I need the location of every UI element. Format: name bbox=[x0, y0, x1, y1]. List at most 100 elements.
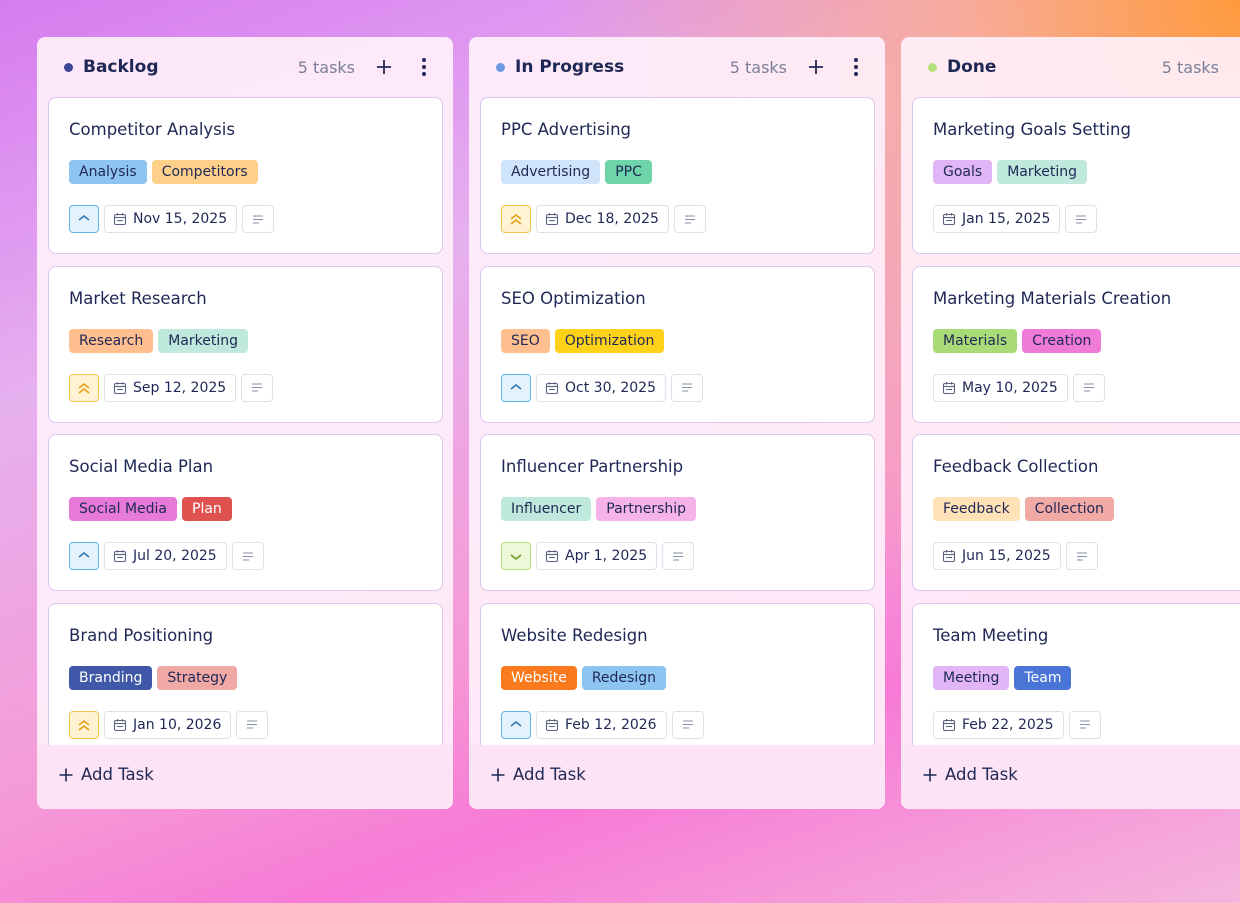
card-title: Marketing Materials Creation bbox=[933, 288, 1172, 308]
calendar-icon bbox=[113, 381, 127, 394]
priority-chevron bbox=[510, 554, 522, 561]
due-date: Nov 15, 2025 bbox=[104, 205, 238, 233]
tag: PPC bbox=[605, 160, 652, 184]
notes-icon bbox=[682, 383, 692, 392]
notes-button[interactable] bbox=[1072, 373, 1105, 402]
notes-button[interactable] bbox=[236, 710, 269, 739]
notes-button[interactable] bbox=[671, 373, 703, 402]
tag: Social Media bbox=[69, 497, 178, 521]
column-title: Done bbox=[947, 57, 997, 77]
date-text: Feb 12, 2026 bbox=[565, 716, 657, 733]
tag: Optimization bbox=[554, 328, 665, 353]
date-text: Jan 10, 2026 bbox=[133, 716, 222, 733]
task-count: 5 tasks bbox=[729, 58, 787, 77]
priority-chevron bbox=[510, 383, 522, 390]
plus-icon bbox=[59, 768, 73, 781]
tag: Research bbox=[69, 328, 154, 353]
task-card[interactable]: Marketing Goals Setting Goals Marketing Jan… bbox=[912, 97, 1240, 254]
tag: Feedback bbox=[933, 497, 1020, 521]
status-dot bbox=[928, 63, 937, 72]
tag: Team bbox=[1014, 665, 1072, 690]
notes-button[interactable] bbox=[671, 710, 704, 739]
notes-icon bbox=[684, 215, 695, 223]
tag: Advertising bbox=[501, 160, 601, 184]
add-button[interactable] bbox=[1235, 54, 1240, 80]
calendar-icon bbox=[942, 381, 956, 394]
add-task-label: Add Task bbox=[81, 765, 154, 784]
tag-list: Analysis Competitors bbox=[69, 160, 258, 184]
priority-chevron bbox=[78, 719, 90, 731]
notes-button[interactable] bbox=[1065, 205, 1098, 233]
notes-button[interactable] bbox=[673, 205, 706, 233]
column-title: In Progress bbox=[515, 57, 625, 77]
card-meta: Feb 22, 2025 bbox=[933, 710, 1101, 739]
tag-list: Branding Strategy bbox=[69, 665, 238, 690]
column-footer: Add Task bbox=[37, 745, 453, 809]
priority-chevron bbox=[78, 551, 90, 558]
notes-icon bbox=[682, 720, 693, 729]
priority-icon bbox=[501, 373, 531, 402]
due-date: Apr 1, 2025 bbox=[536, 542, 658, 570]
notes-icon bbox=[1079, 720, 1090, 729]
card-meta: Jun 15, 2025 bbox=[933, 542, 1098, 570]
tag-list: Materials Creation bbox=[933, 328, 1102, 353]
add-task-label: Add Task bbox=[945, 765, 1018, 784]
column-title: Backlog bbox=[83, 57, 159, 77]
task-card[interactable]: Influencer Partnership Influencer Partners… bbox=[480, 434, 875, 591]
add-task-button[interactable]: Add Task bbox=[491, 765, 586, 784]
card-meta: Apr 1, 2025 bbox=[501, 542, 695, 570]
column: Done 5 tasks Marketing Goals Setting Goals M… bbox=[901, 37, 1240, 809]
card-meta: Feb 12, 2026 bbox=[501, 710, 704, 739]
tag: Plan bbox=[182, 497, 232, 521]
tag: SEO bbox=[501, 328, 550, 353]
task-card[interactable]: Brand Positioning Branding Strategy Jan 10,… bbox=[48, 602, 443, 760]
task-card[interactable]: SEO Optimization SEO Optimization Oct 30, 2… bbox=[480, 265, 875, 423]
task-card[interactable]: Social Media Plan Social Media Plan Jul 20,… bbox=[48, 434, 443, 591]
card-meta: Jan 10, 2026 bbox=[69, 710, 269, 739]
tag: Strategy bbox=[157, 665, 238, 690]
tag: Collection bbox=[1024, 497, 1114, 521]
add-button[interactable] bbox=[371, 54, 397, 80]
add-task-label: Add Task bbox=[513, 765, 586, 784]
card-title: Feedback Collection bbox=[933, 457, 1099, 476]
priority-icon bbox=[69, 542, 99, 570]
task-card[interactable]: Website Redesign Website Redesign Feb 12, 2… bbox=[480, 602, 875, 760]
date-text: Feb 22, 2025 bbox=[962, 716, 1054, 733]
task-card[interactable]: Marketing Materials Creation Materials Cre… bbox=[912, 265, 1240, 423]
notes-button[interactable] bbox=[1065, 542, 1098, 570]
calendar-icon bbox=[942, 213, 956, 226]
card-title: PPC Advertising bbox=[501, 120, 632, 139]
task-card[interactable]: Feedback Collection Feedback Collection Jun… bbox=[912, 434, 1240, 591]
tag: Influencer bbox=[501, 497, 592, 521]
priority-icon bbox=[69, 710, 99, 739]
plus-icon bbox=[491, 768, 505, 781]
column-header: Done 5 tasks bbox=[901, 37, 1240, 97]
add-task-button[interactable]: Add Task bbox=[923, 765, 1018, 784]
tag: Branding bbox=[69, 665, 153, 690]
add-button[interactable] bbox=[803, 54, 829, 80]
notes-button[interactable] bbox=[662, 542, 695, 570]
kebab-icon bbox=[854, 58, 858, 76]
notes-button[interactable] bbox=[241, 373, 274, 402]
notes-button[interactable] bbox=[231, 542, 264, 570]
notes-button[interactable] bbox=[1068, 710, 1101, 739]
notes-icon bbox=[1076, 552, 1087, 560]
card-title: Marketing Goals Setting bbox=[933, 120, 1131, 139]
calendar-icon bbox=[113, 550, 127, 563]
menu-button[interactable] bbox=[411, 54, 437, 80]
due-date: Oct 30, 2025 bbox=[536, 373, 666, 402]
tag-list: Advertising PPC bbox=[501, 160, 652, 184]
notes-button[interactable] bbox=[242, 205, 275, 233]
tag: Redesign bbox=[581, 665, 666, 690]
task-card[interactable]: PPC Advertising Advertising PPC Dec 18, 202… bbox=[480, 97, 875, 254]
tag-list: Influencer Partnership bbox=[501, 497, 697, 521]
task-card[interactable]: Team Meeting Meeting Team Feb 22, 2025 bbox=[912, 602, 1240, 760]
card-meta: Jul 20, 2025 bbox=[69, 542, 264, 570]
card-title: Market Research bbox=[69, 288, 207, 308]
menu-button[interactable] bbox=[843, 54, 869, 80]
task-card[interactable]: Market Research Research Marketing Sep 12, … bbox=[48, 265, 443, 423]
task-card[interactable]: Competitor Analysis Analysis Competitors No… bbox=[48, 97, 443, 254]
add-task-button[interactable]: Add Task bbox=[59, 765, 154, 784]
tag: Marketing bbox=[997, 160, 1087, 184]
